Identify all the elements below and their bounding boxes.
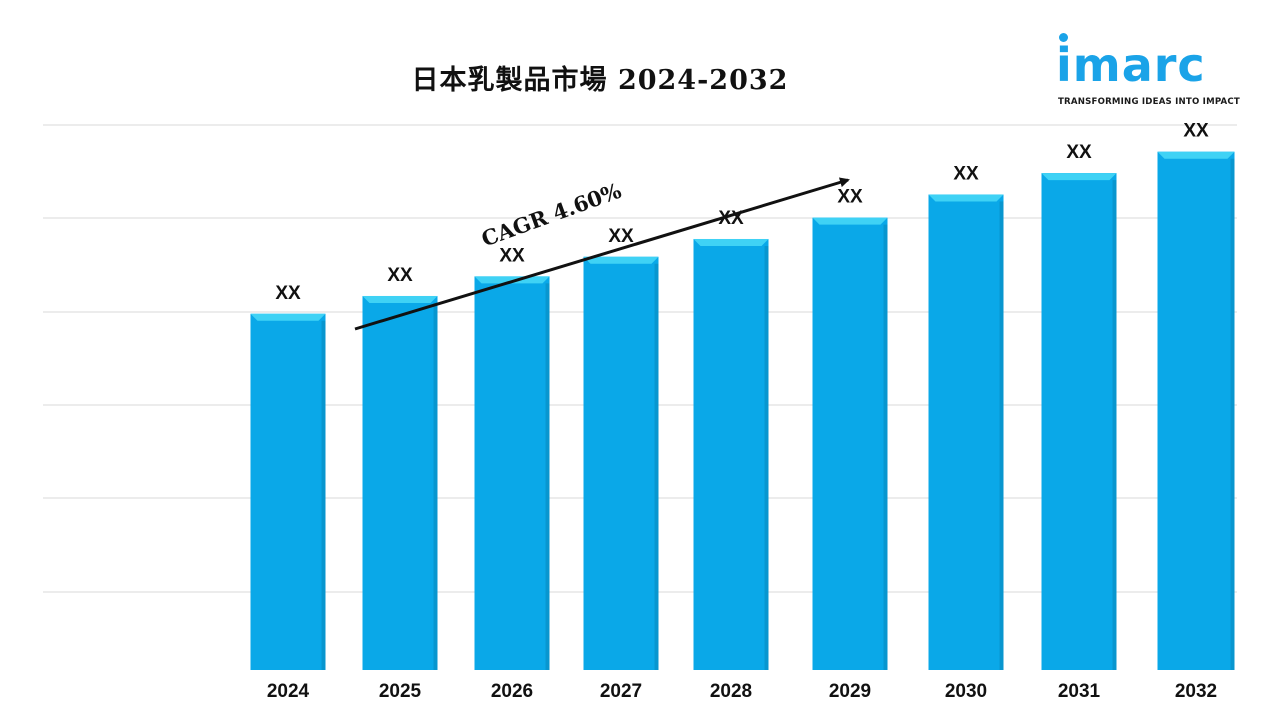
bar-2027 [583,256,659,670]
data-label-2031: XX [1066,142,1092,163]
x-tick-2024: 2024 [267,681,310,702]
bar-cap-2024 [250,313,326,321]
bar-cap-2032 [1157,151,1235,159]
bar-cap-2027 [583,256,659,264]
bar-2026 [474,276,550,670]
bar-edge-2028 [764,245,769,670]
data-label-2027: XX [608,226,634,247]
x-tick-2027: 2027 [600,681,642,702]
bar-edge-2030 [999,201,1004,670]
logo-wordmark: imarc [1056,38,1206,92]
bar-2024 [250,313,326,670]
bar-cap-2028 [693,238,769,246]
cagr-arrow [354,177,850,331]
logo-dot [1059,33,1068,42]
data-label-2024: XX [275,283,301,304]
x-tick-2032: 2032 [1175,681,1217,702]
bar-2028 [693,238,769,670]
chart-title: 日本乳製品市場 2024-2032 [411,65,789,96]
bar-edge-2024 [321,320,326,670]
bar-2030 [928,194,1004,670]
bar-edge-2031 [1112,180,1117,670]
x-tick-2028: 2028 [710,681,752,702]
bar-edge-2032 [1230,158,1235,670]
data-label-2026: XX [499,245,525,266]
x-tick-2031: 2031 [1058,681,1101,702]
data-label-2025: XX [387,265,413,286]
logo-tagline: TRANSFORMING IDEAS INTO IMPACT [1058,97,1240,107]
imarc-logo: imarc TRANSFORMING IDEAS INTO IMPACT [1052,30,1242,110]
x-tick-2026: 2026 [491,681,533,702]
bars: XX 2024 XX 2025 XX 2026 XX 2027 XX 2028 XX 2029 XX 20… [250,121,1235,702]
bar-2031 [1041,173,1117,670]
x-tick-2025: 2025 [379,681,422,702]
bar-cap-2029 [812,217,888,225]
bar-edge-2029 [883,224,888,670]
data-label-2030: XX [953,163,979,184]
x-tick-2030: 2030 [945,681,987,702]
bar-cap-2031 [1041,173,1117,181]
bar-cap-2026 [474,276,550,284]
bar-2032 [1157,151,1235,670]
x-tick-2029: 2029 [829,681,871,702]
bar-2025 [362,295,438,670]
bar-edge-2027 [654,263,659,670]
bar-cap-2025 [362,295,438,303]
bar-edge-2025 [433,302,438,670]
bar-cap-2030 [928,194,1004,202]
data-label-2029: XX [837,187,863,208]
bar-2029 [812,217,888,670]
data-label-2032: XX [1183,121,1209,142]
bar-edge-2026 [545,283,550,670]
